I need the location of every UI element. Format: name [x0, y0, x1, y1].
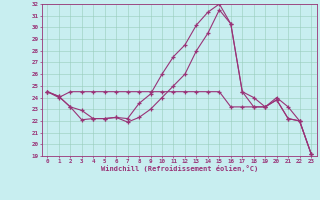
X-axis label: Windchill (Refroidissement éolien,°C): Windchill (Refroidissement éolien,°C)	[100, 165, 258, 172]
